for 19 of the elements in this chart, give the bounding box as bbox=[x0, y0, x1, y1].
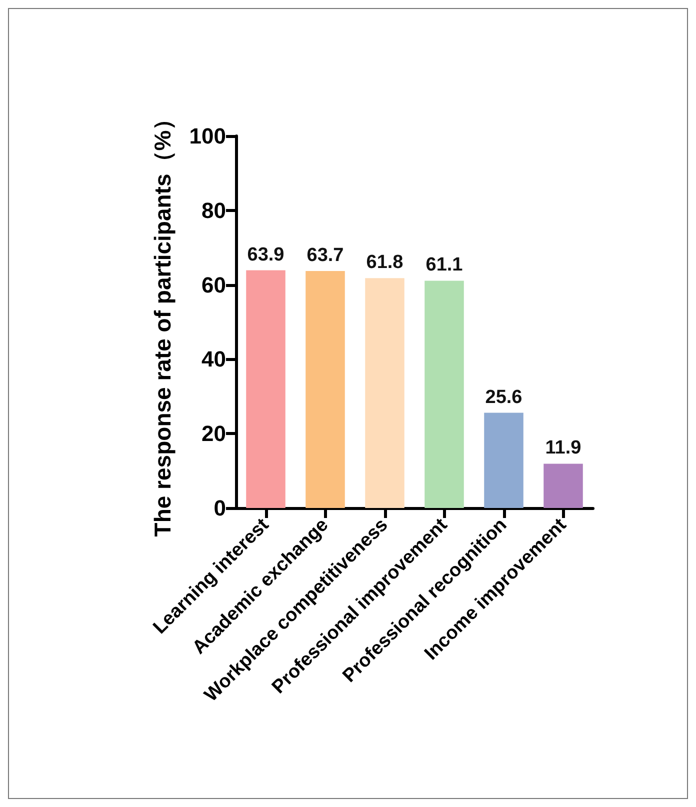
bar bbox=[365, 278, 404, 508]
y-tick-label: 20 bbox=[202, 421, 226, 446]
bar bbox=[424, 280, 464, 508]
y-tick-label: 80 bbox=[202, 198, 226, 223]
data-label: 61.8 bbox=[366, 252, 404, 274]
data-label: 63.7 bbox=[306, 245, 344, 266]
data-label: 61.1 bbox=[426, 254, 464, 276]
bar bbox=[306, 271, 345, 508]
data-label: 11.9 bbox=[545, 438, 582, 459]
y-tick-label: 100 bbox=[189, 124, 226, 148]
y-tick-label: 40 bbox=[202, 346, 226, 372]
bar bbox=[246, 270, 286, 508]
y-tick-label: 60 bbox=[202, 272, 226, 298]
data-label: 25.6 bbox=[485, 386, 522, 408]
bar bbox=[544, 464, 583, 508]
data-label: 63.9 bbox=[247, 244, 284, 266]
y-tick-label: 0 bbox=[214, 496, 226, 520]
bar bbox=[484, 412, 524, 508]
y-axis-title: The response rate of participants（%） bbox=[150, 107, 176, 537]
